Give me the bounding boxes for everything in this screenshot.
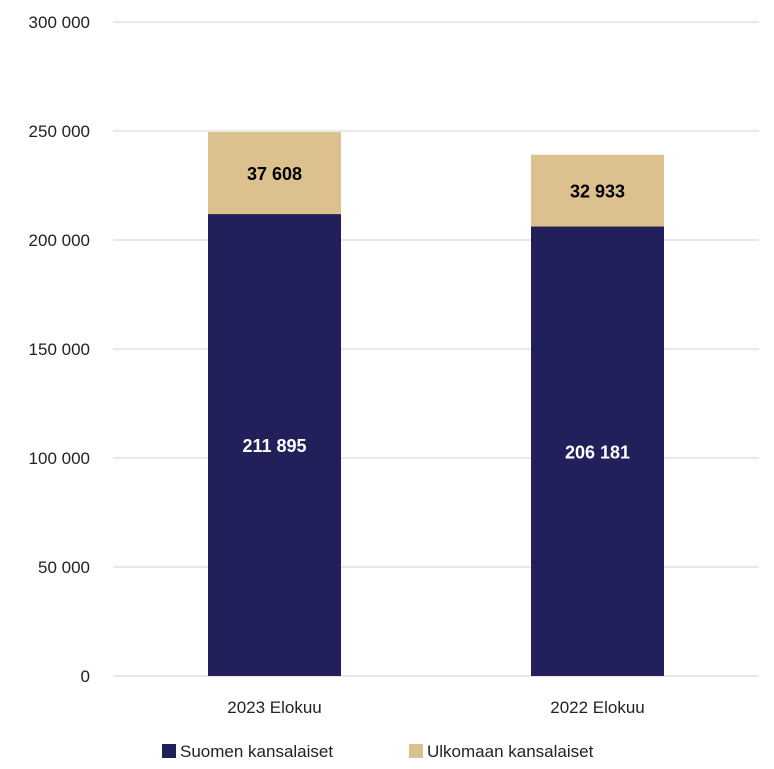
y-tick-label: 100 000 bbox=[29, 449, 90, 468]
bar-segment bbox=[208, 132, 341, 215]
data-label: 206 181 bbox=[565, 442, 630, 462]
y-tick-label: 250 000 bbox=[29, 122, 90, 141]
y-axis-tick-labels: 0 50 000 100 000 150 000 200 000 250 000 300 0… bbox=[29, 13, 90, 686]
y-tick-label: 0 bbox=[81, 667, 90, 686]
y-tick-label: 150 000 bbox=[29, 340, 90, 359]
y-tick-label: 300 000 bbox=[29, 13, 90, 32]
data-label: 32 933 bbox=[570, 182, 625, 202]
legend-label: Suomen kansalaiset bbox=[180, 742, 333, 761]
legend-label: Ulkomaan kansalaiset bbox=[427, 742, 594, 761]
data-label: 37 608 bbox=[247, 164, 302, 184]
bars bbox=[208, 132, 664, 676]
bar-segment bbox=[531, 154, 664, 227]
y-tick-label: 200 000 bbox=[29, 231, 90, 250]
data-labels: 211 895 37 608 206 181 32 933 bbox=[242, 164, 630, 462]
x-axis-tick-labels: 2023 Elokuu 2022 Elokuu bbox=[227, 698, 645, 717]
legend: Suomen kansalaiset Ulkomaan kansalaiset bbox=[162, 742, 594, 761]
x-tick-label: 2022 Elokuu bbox=[550, 698, 645, 717]
legend-swatch bbox=[162, 744, 176, 758]
legend-swatch bbox=[409, 744, 423, 758]
bar-segment bbox=[531, 226, 664, 676]
bar-segment bbox=[208, 214, 341, 676]
x-tick-label: 2023 Elokuu bbox=[227, 698, 322, 717]
data-label: 211 895 bbox=[242, 436, 306, 456]
y-tick-label: 50 000 bbox=[38, 558, 90, 577]
